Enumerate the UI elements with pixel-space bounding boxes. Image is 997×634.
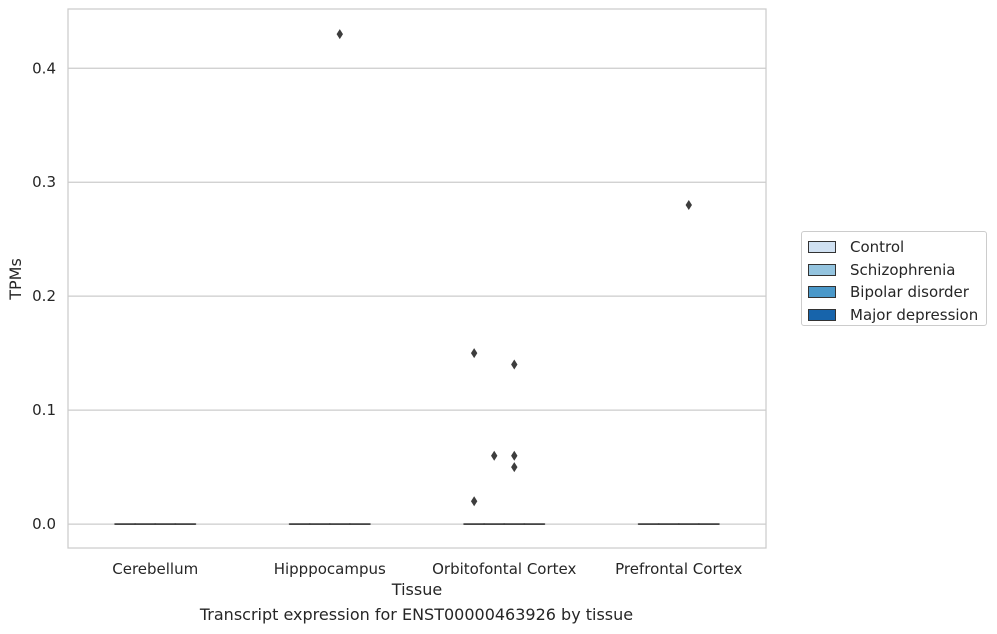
outliers-layer: [336, 29, 692, 507]
y-tick-labels: 0.0 0.1 0.2 0.3 0.4: [32, 59, 56, 533]
legend-swatch: [808, 286, 836, 299]
legend-item: Major depression: [808, 304, 986, 327]
outlier-point: [685, 200, 692, 210]
legend-label: Major depression: [850, 305, 979, 324]
legend-label: Schizophrenia: [850, 260, 956, 279]
y-tick-label: 0.2: [32, 287, 56, 305]
y-gridlines: [68, 67, 766, 525]
legend-label: Control: [850, 238, 905, 257]
outlier-point: [511, 359, 518, 370]
outlier-point: [511, 450, 518, 461]
y-tick-label: 0.0: [32, 515, 56, 533]
outlier-point: [470, 348, 478, 359]
outlier-point: [491, 450, 498, 461]
legend-item: Schizophrenia: [808, 259, 986, 282]
x-tick-label: Hipppocampus: [274, 560, 386, 578]
outlier-point: [336, 29, 343, 40]
legend-item: Control: [808, 236, 986, 259]
x-axis-label: Tissue: [391, 580, 442, 599]
y-tick-label: 0.1: [32, 401, 56, 419]
x-tick-label: Orbitofontal Cortex: [432, 560, 576, 578]
x-tick-label: Prefrontal Cortex: [615, 560, 742, 578]
legend-label: Bipolar disorder: [850, 283, 969, 302]
legend-swatch: [808, 263, 836, 276]
legend-item: Bipolar disorder: [808, 281, 986, 304]
legend-swatch: [808, 241, 836, 254]
outlier-point: [511, 462, 518, 473]
plot-area-frame: [67, 8, 767, 549]
y-axis-label: TPMs: [6, 258, 25, 301]
outlier-point: [470, 496, 478, 507]
x-tick-labels: Cerebellum Hipppocampus Orbitofontal Corte…: [112, 560, 742, 578]
x-tick-label: Cerebellum: [112, 560, 198, 578]
legend-swatch: [808, 308, 836, 321]
chart-caption: Transcript expression for ENST0000046392…: [199, 605, 634, 624]
y-tick-label: 0.3: [32, 173, 56, 191]
y-tick-label: 0.4: [32, 59, 56, 77]
legend: Control Schizophrenia Bipolar disorder Majo…: [801, 231, 987, 326]
